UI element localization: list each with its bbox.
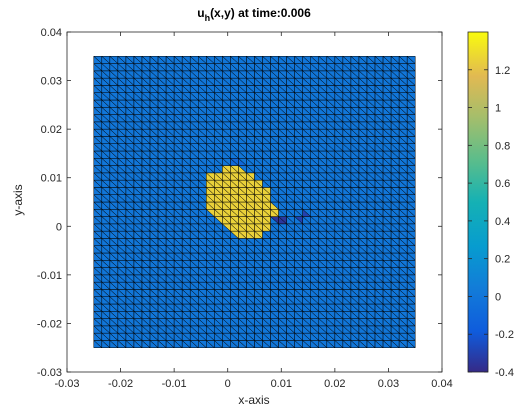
mesh [93, 55, 416, 349]
y-tick-label: -0.02 [37, 318, 62, 330]
colorbar-tick-label: 1 [495, 103, 501, 115]
y-tick-label: 0.04 [41, 27, 62, 39]
x-tick-label: -0.03 [54, 378, 79, 390]
colorbar-tick-label: 0 [495, 291, 501, 303]
x-tick-label: 0.02 [324, 378, 345, 390]
y-tick-label: 0 [56, 221, 62, 233]
colorbar-tick-label: 0.4 [495, 216, 510, 228]
y-tick-label: 0.03 [41, 76, 62, 88]
colorbar-tick-label: 0.2 [495, 254, 510, 266]
colorbar-tick-label: 0.8 [495, 140, 510, 152]
x-axis-label: x-axis [238, 393, 269, 407]
y-tick-label: -0.03 [37, 367, 62, 379]
chart-title-subscript: h [205, 13, 211, 23]
x-tick-label: 0.03 [378, 378, 399, 390]
chart-title-rest: (x,y) at time:0.006 [210, 6, 311, 20]
x-tick-label: 0.04 [431, 378, 452, 390]
y-axis-label: y-axis [11, 184, 25, 215]
y-tick-label: 0.01 [41, 173, 62, 185]
x-tick-label: 0 [225, 378, 231, 390]
x-tick-label: 0.01 [271, 378, 292, 390]
colorbar-tick-label: -0.4 [495, 367, 514, 379]
x-tick-label: -0.02 [108, 378, 133, 390]
colorbar-tick-label: 0.6 [495, 178, 510, 190]
y-tick-label: 0.02 [41, 124, 62, 136]
colorbar: -0.4 -0.2 0 0.2 0.4 0.6 0.8 1 1.2 [467, 31, 514, 379]
colorbar-scale [467, 31, 489, 373]
mesh-element [406, 56, 416, 65]
axes-box [66, 31, 443, 373]
y-tick-label: -0.01 [37, 270, 62, 282]
plot-area: -0.03 -0.02 -0.01 0 0.01 0.02 0.03 0.04 -0.03 -0.… [37, 27, 453, 390]
x-tick-label: -0.01 [162, 378, 187, 390]
colorbar-tick-label: -0.2 [495, 329, 514, 341]
colorbar-tick-label: 1.2 [495, 65, 510, 77]
chart-title: uh(x,y) at time:0.006 [197, 6, 311, 23]
